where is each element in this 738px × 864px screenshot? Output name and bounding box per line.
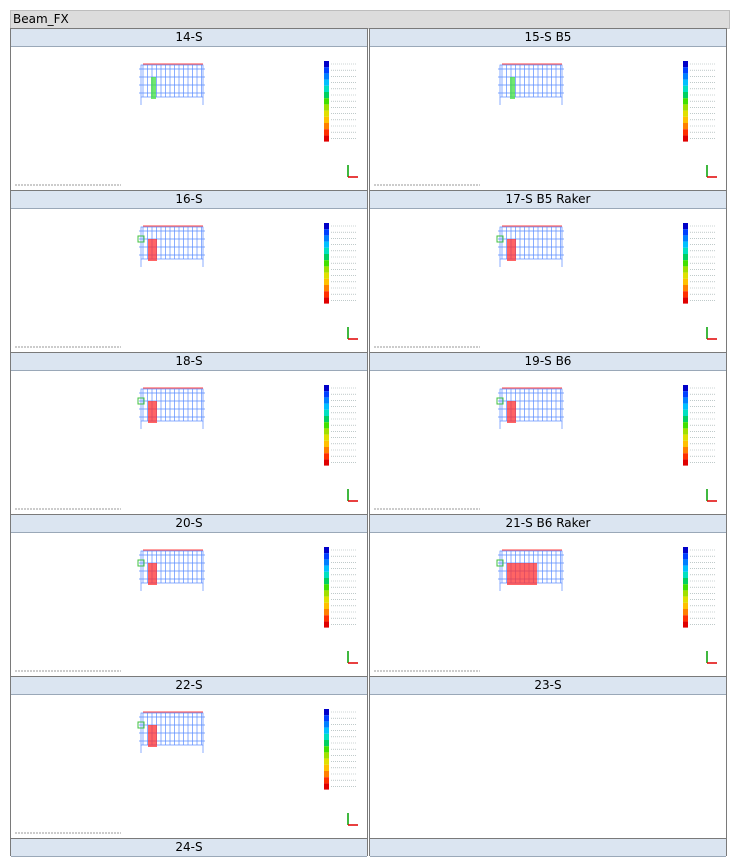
axis-icon — [347, 813, 358, 826]
result-image — [374, 547, 717, 672]
legend-bar — [324, 223, 356, 304]
axis-icon — [347, 327, 358, 340]
panel: 14-S — [10, 28, 368, 191]
panel-header: 19-S B6 — [370, 353, 726, 371]
legend-bar — [683, 223, 715, 304]
highlight — [148, 563, 157, 585]
legend-bar — [324, 385, 356, 466]
highlight — [496, 397, 504, 405]
panel-header: 18-S — [11, 353, 367, 371]
result-image — [15, 385, 358, 510]
legend-bar — [683, 385, 715, 466]
result-image — [374, 385, 717, 510]
axis-icon — [706, 327, 717, 340]
result-image — [374, 61, 717, 186]
highlight — [507, 401, 516, 423]
result-image — [374, 223, 717, 348]
panel-header: 15-S B5 — [370, 29, 726, 47]
panel-header: 24-S — [11, 839, 367, 857]
panel: 19-S B6 — [369, 352, 727, 515]
axis-icon — [347, 651, 358, 664]
highlight — [510, 77, 515, 99]
highlight — [137, 559, 145, 567]
axis-icon — [706, 489, 717, 502]
axis-icon — [706, 165, 717, 178]
structure — [498, 388, 564, 429]
panel: 23-S — [369, 676, 727, 839]
panel: 15-S B5 — [369, 28, 727, 191]
panel-header: 22-S — [11, 677, 367, 695]
panel: 24-S — [10, 838, 368, 857]
result-image — [15, 61, 358, 186]
axis-icon — [706, 651, 717, 664]
highlight — [496, 235, 504, 243]
structure — [498, 64, 564, 105]
panel: 20-S — [10, 514, 368, 677]
structure — [139, 64, 205, 105]
axis-icon — [347, 489, 358, 502]
result-image — [15, 709, 358, 834]
highlight — [137, 235, 145, 243]
result-image — [15, 223, 358, 348]
highlight — [148, 725, 157, 747]
panel: 17-S B5 Raker — [369, 190, 727, 353]
axis-icon — [347, 165, 358, 178]
legend-bar — [324, 547, 356, 628]
panel: 18-S — [10, 352, 368, 515]
panel-header — [370, 839, 726, 857]
legend-bar — [324, 709, 356, 790]
panel-header: 20-S — [11, 515, 367, 533]
result-image — [15, 547, 358, 672]
panel-header: 14-S — [11, 29, 367, 47]
highlight — [507, 563, 537, 585]
legend-bar — [683, 547, 715, 628]
highlight — [148, 239, 157, 261]
highlight — [148, 401, 157, 423]
panel-header: 17-S B5 Raker — [370, 191, 726, 209]
panel: 16-S — [10, 190, 368, 353]
panel-header: 23-S — [370, 677, 726, 695]
report-title: Beam_FX — [10, 10, 730, 29]
highlight — [496, 559, 504, 567]
highlight — [151, 77, 156, 99]
panel-header: 21-S B6 Raker — [370, 515, 726, 533]
panel: 22-S — [10, 676, 368, 839]
legend-bar — [683, 61, 715, 142]
structure — [139, 388, 205, 429]
panel-header: 16-S — [11, 191, 367, 209]
panel — [369, 838, 727, 857]
legend-bar — [324, 61, 356, 142]
highlight — [507, 239, 516, 261]
highlight — [137, 397, 145, 405]
panel: 21-S B6 Raker — [369, 514, 727, 677]
highlight — [137, 721, 145, 729]
